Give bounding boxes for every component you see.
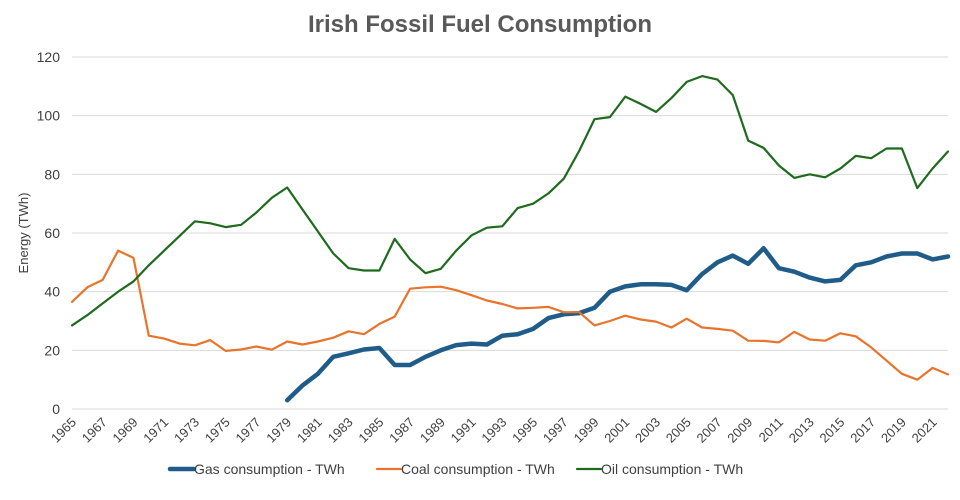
gas-series-line	[284, 246, 951, 403]
oil-series-line	[70, 74, 950, 327]
y-tick-label: 80	[44, 166, 60, 182]
y-axis-ticks: 0 20 40 60 80 100 120	[37, 49, 61, 417]
y-tick-label: 40	[44, 284, 60, 300]
gas-legend-label: Gas consumption - TWh	[194, 461, 345, 477]
coal-legend-label: Coal consumption - TWh	[401, 461, 555, 477]
coal-series-line	[70, 249, 950, 381]
legend: Gas consumption - TWh Coal consumption - …	[167, 461, 743, 477]
series-lines	[70, 74, 951, 403]
gridlines	[72, 56, 948, 410]
y-tick-label: 120	[37, 49, 61, 65]
y-axis-label: Energy (TWh)	[16, 193, 31, 274]
y-tick-label: 60	[44, 225, 60, 241]
oil-legend-label: Oil consumption - TWh	[601, 461, 743, 477]
y-tick-label: 100	[37, 108, 61, 124]
y-tick-label: 20	[44, 342, 60, 358]
y-tick-label: 0	[52, 401, 60, 417]
chart-title: Irish Fossil Fuel Consumption	[308, 11, 652, 38]
